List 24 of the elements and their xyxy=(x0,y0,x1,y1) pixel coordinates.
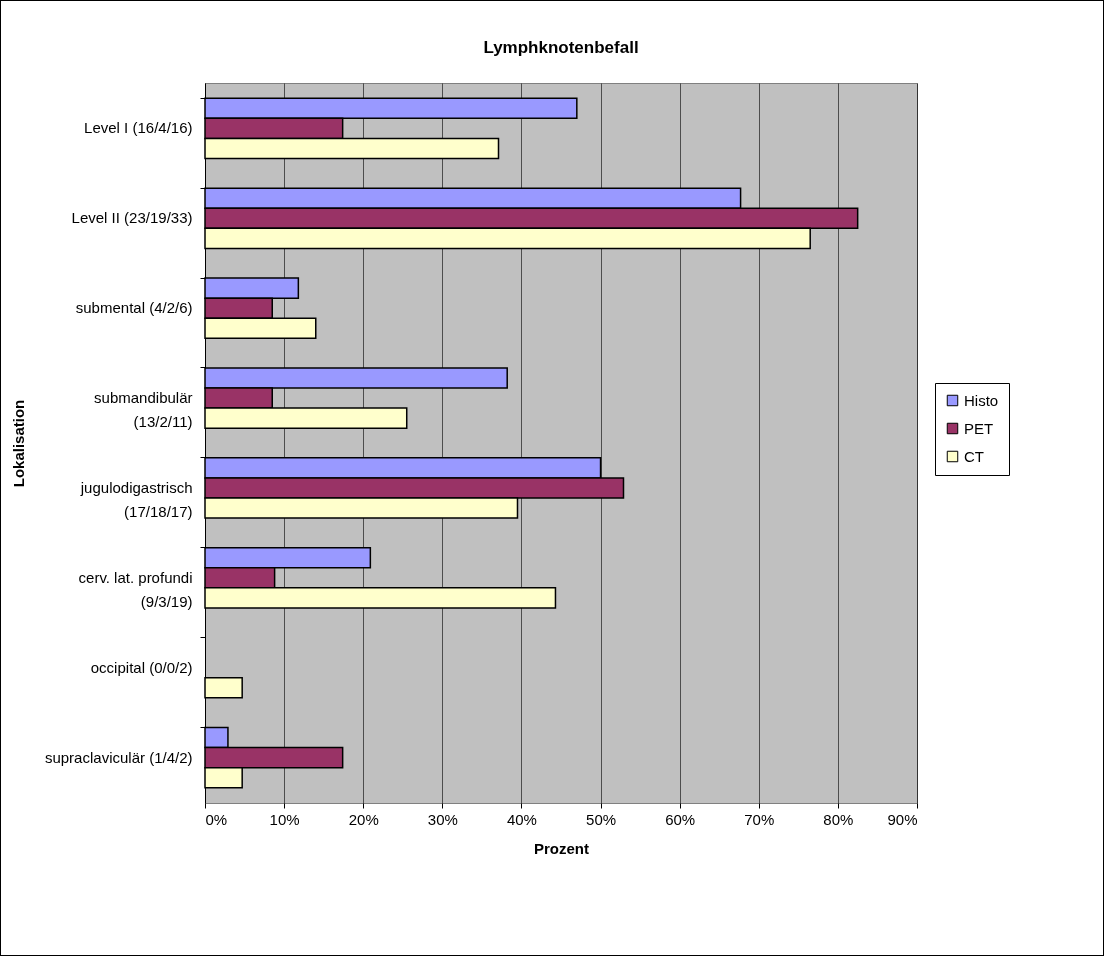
y-tick-label: cerv. lat. profundi (9/3/19) xyxy=(78,568,193,610)
x-tick-label: 70% xyxy=(744,810,775,828)
x-tick-label: 80% xyxy=(823,810,854,828)
y-tick-label: Level I (16/4/16) xyxy=(84,119,193,137)
chart-title: Lymphknotenbefall xyxy=(483,38,639,57)
x-tick-label: 0% xyxy=(205,810,228,828)
y-axis-title: Lokalisation xyxy=(9,399,27,488)
x-tick-label: 60% xyxy=(665,810,696,828)
x-tick-label: 50% xyxy=(586,810,617,828)
y-tick-label: submandibulär (13/2/11) xyxy=(94,389,193,431)
x-tick-label: 20% xyxy=(348,810,379,828)
x-tick-label: 10% xyxy=(269,810,300,828)
y-tick-label: supraclaviculär (1/4/2) xyxy=(44,748,193,766)
y-tick-label: jugulodigastrisch (17/18/17) xyxy=(79,478,193,520)
legend-label: Histo xyxy=(964,391,999,409)
x-axis-title: Prozent xyxy=(533,839,590,857)
legend-label: CT xyxy=(964,447,984,465)
y-tick-label: submental (4/2/6) xyxy=(75,299,193,317)
y-tick-label: Level II (23/19/33) xyxy=(71,209,193,227)
x-tick-label: 90% xyxy=(887,810,918,828)
legend-label: PET xyxy=(964,419,994,437)
x-tick-label: 40% xyxy=(506,810,537,828)
x-tick-label: 30% xyxy=(427,810,458,828)
y-tick-label: occipital (0/0/2) xyxy=(90,658,193,676)
